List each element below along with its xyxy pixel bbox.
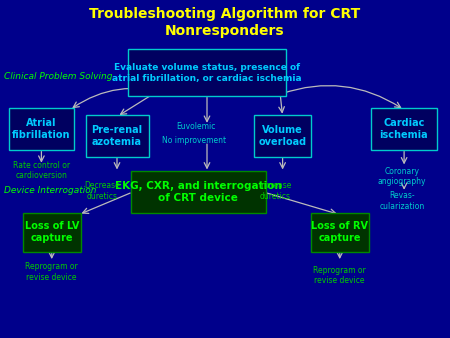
Text: Cardiac
ischemia: Cardiac ischemia	[379, 118, 428, 140]
Text: Revas-
cularization: Revas- cularization	[379, 191, 424, 211]
Text: Volume
overload: Volume overload	[258, 125, 306, 147]
Text: Rate control or
cardioversion: Rate control or cardioversion	[13, 161, 70, 180]
Text: Loss of LV
capture: Loss of LV capture	[25, 221, 79, 243]
Text: Clinical Problem Solving: Clinical Problem Solving	[4, 72, 113, 80]
Text: Increase
duretics: Increase duretics	[259, 181, 292, 201]
Text: Reprogram or
revise device: Reprogram or revise device	[313, 266, 366, 285]
FancyBboxPatch shape	[9, 108, 74, 150]
FancyBboxPatch shape	[86, 115, 148, 157]
FancyBboxPatch shape	[254, 115, 310, 157]
Text: EKG, CXR, and interrogation
of CRT device: EKG, CXR, and interrogation of CRT devic…	[115, 181, 281, 203]
Text: Evaluate volume status, presence of
atrial fibrillation, or cardiac ischemia: Evaluate volume status, presence of atri…	[112, 63, 302, 82]
FancyBboxPatch shape	[371, 108, 436, 150]
Text: Pre-renal
azotemia: Pre-renal azotemia	[91, 125, 143, 147]
Text: No improvement: No improvement	[162, 136, 226, 145]
Text: Device Interrogation: Device Interrogation	[4, 187, 97, 195]
FancyBboxPatch shape	[128, 49, 286, 96]
Text: Reprogram or
revise device: Reprogram or revise device	[25, 262, 78, 282]
FancyBboxPatch shape	[310, 213, 369, 252]
Text: Troubleshooting Algorithm for CRT
Nonresponders: Troubleshooting Algorithm for CRT Nonres…	[90, 7, 360, 38]
Text: Euvolemic: Euvolemic	[176, 122, 216, 131]
FancyBboxPatch shape	[130, 171, 266, 213]
Text: Loss of RV
capture: Loss of RV capture	[311, 221, 368, 243]
FancyBboxPatch shape	[22, 213, 81, 252]
Text: Coronary
angiography: Coronary angiography	[378, 167, 426, 186]
Text: Atrial
fibrillation: Atrial fibrillation	[13, 118, 71, 140]
Text: Decrease
duretics: Decrease duretics	[85, 181, 121, 201]
